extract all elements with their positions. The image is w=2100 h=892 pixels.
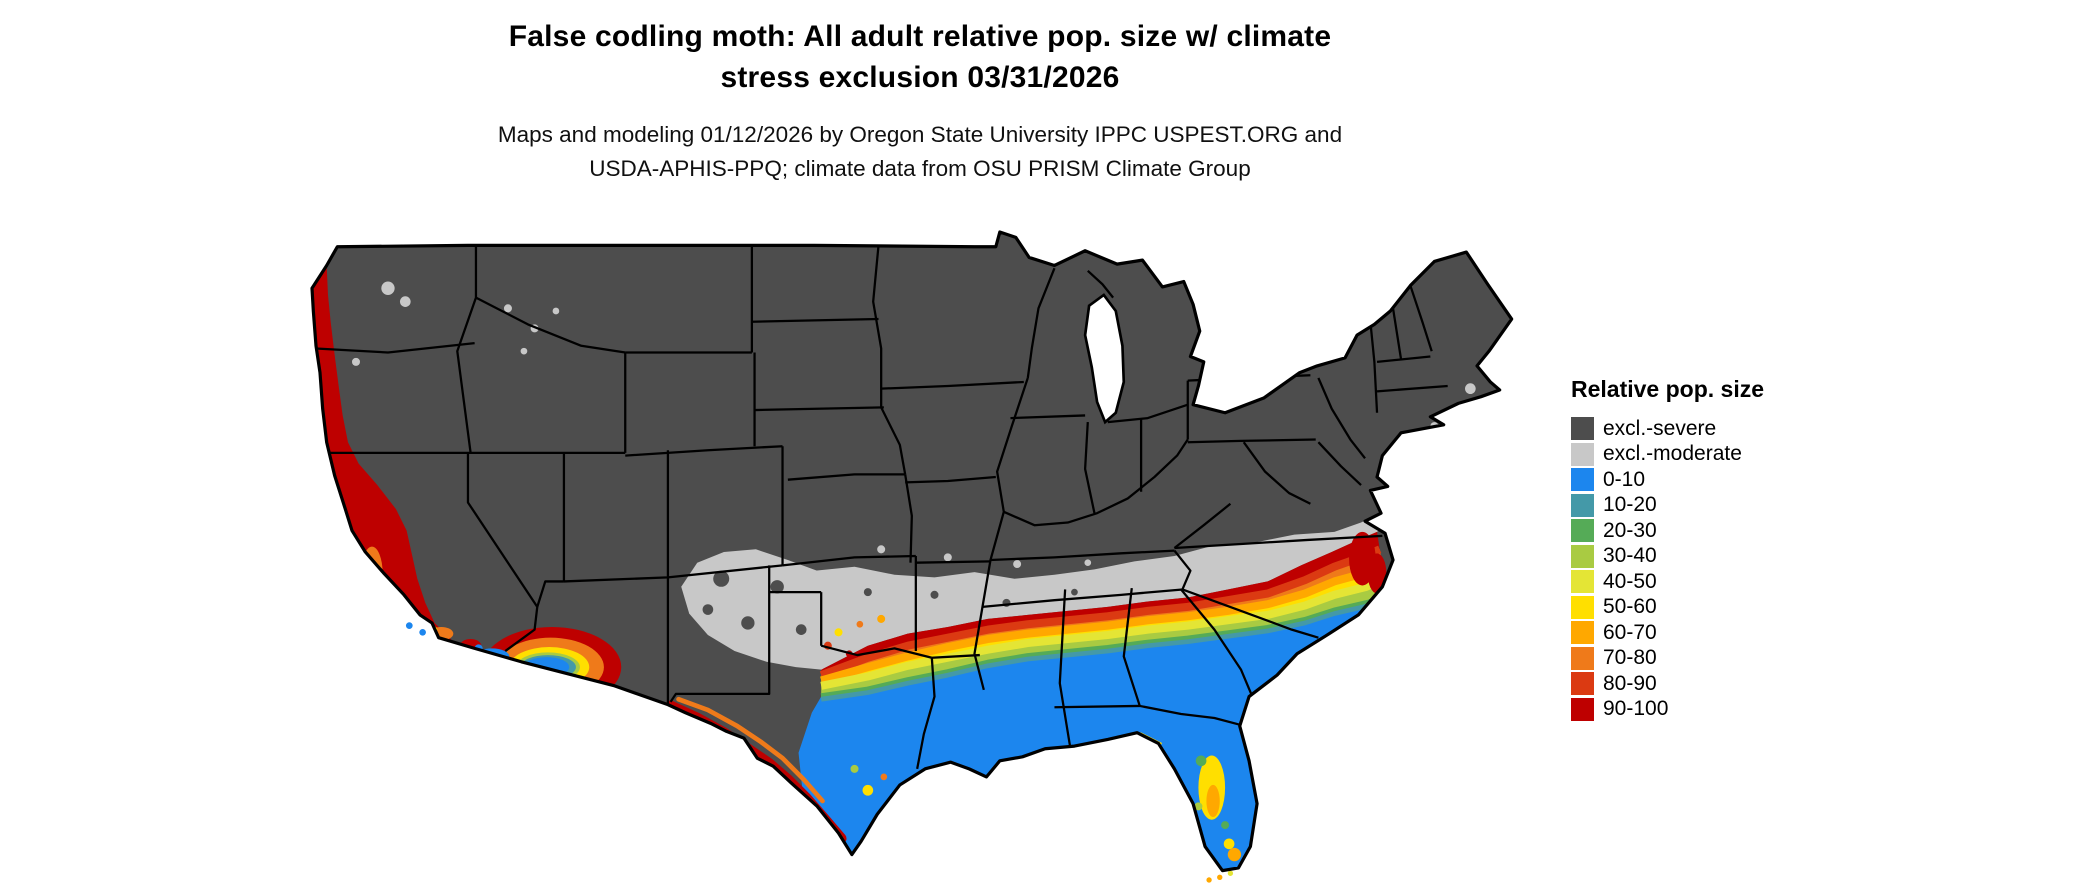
legend-swatch [1571,493,1594,517]
page-title: False codling moth: All adult relative p… [0,16,1840,98]
legend-label: excl.-severe [1603,416,1717,440]
us-outline [310,230,1514,873]
map-raster-layers [311,232,1512,871]
legend-row: 30-40 [1571,544,1764,570]
legend-swatch [1571,672,1594,696]
page-title-line1: False codling moth: All adult relative p… [508,20,1332,53]
legend-title: Relative pop. size [1571,376,1765,402]
legend-row: excl.-moderate [1571,442,1764,468]
legend-swatch [1571,468,1594,492]
legend-label: 10-20 [1603,493,1657,517]
legend-label: 20-30 [1603,518,1657,542]
legend-row: 0-10 [1571,467,1764,493]
legend-row: 90-100 [1571,697,1764,723]
legend-row: 50-60 [1571,595,1764,621]
legend-label: 50-60 [1603,595,1657,619]
offshore-pixels [405,622,1234,883]
legend-swatch [1571,621,1594,645]
legend-row: 40-50 [1571,569,1764,595]
legend-row: 70-80 [1571,646,1764,672]
legend-row: 60-70 [1571,620,1764,646]
legend-label: 40-50 [1603,569,1657,593]
page-subtitle-line1: Maps and modeling 01/12/2026 by Oregon S… [497,122,1343,147]
state-borders [315,245,1448,770]
legend-row: 10-20 [1571,493,1764,519]
legend-label: 80-90 [1603,671,1657,695]
legend-swatch [1571,442,1594,466]
page-title-line2: stress exclusion 03/31/2026 [720,61,1120,94]
legend-swatch [1571,646,1594,670]
legend-swatch [1571,519,1594,543]
legend-swatch [1571,570,1594,594]
legend-label: 30-40 [1603,544,1657,568]
legend-row: 80-90 [1571,671,1764,697]
us-map [308,228,1521,884]
page-subtitle: Maps and modeling 01/12/2026 by Oregon S… [0,118,1840,186]
us-map-svg [310,230,1514,883]
lake-michigan [1083,293,1126,425]
page-subtitle-line2: USDA-APHIS-PPQ; climate data from OSU PR… [589,156,1251,181]
legend: Relative pop. size excl.-severe excl.-mo… [1571,376,1764,722]
legend-swatch [1571,697,1594,721]
legend-swatch [1571,417,1594,441]
legend-label: 70-80 [1603,646,1657,670]
legend-swatch [1571,544,1594,568]
legend-row: excl.-severe [1571,416,1764,442]
legend-swatch [1571,595,1594,619]
legend-label: excl.-moderate [1603,442,1742,466]
legend-label: 0-10 [1603,467,1646,491]
legend-row: 20-30 [1571,518,1764,544]
legend-label: 60-70 [1603,620,1657,644]
legend-label: 90-100 [1603,697,1669,721]
